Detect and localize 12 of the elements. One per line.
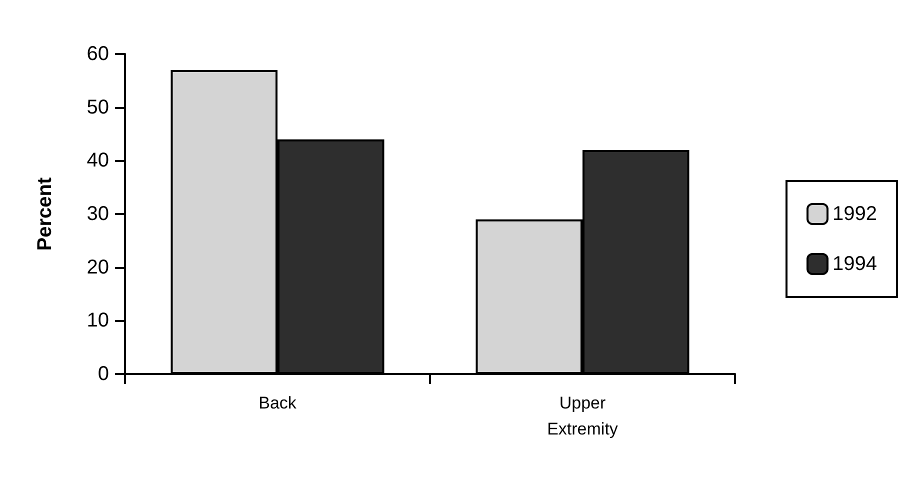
y-tick-label: 10: [86, 310, 109, 332]
y-tick-label: 60: [86, 43, 109, 65]
x-tick-label: Upper Extremity: [547, 394, 618, 438]
x-tick-label: Back: [258, 394, 297, 412]
y-axis-title: Percent: [34, 176, 56, 251]
legend-label: 1994: [832, 253, 878, 275]
y-tick-label: 50: [86, 96, 109, 118]
y-tick-label: 20: [86, 256, 109, 278]
y-tick-label: 40: [86, 150, 109, 172]
y-tick-label: 0: [98, 363, 109, 385]
y-tick-label: 30: [86, 203, 109, 225]
legend-label: 1992: [832, 203, 878, 225]
